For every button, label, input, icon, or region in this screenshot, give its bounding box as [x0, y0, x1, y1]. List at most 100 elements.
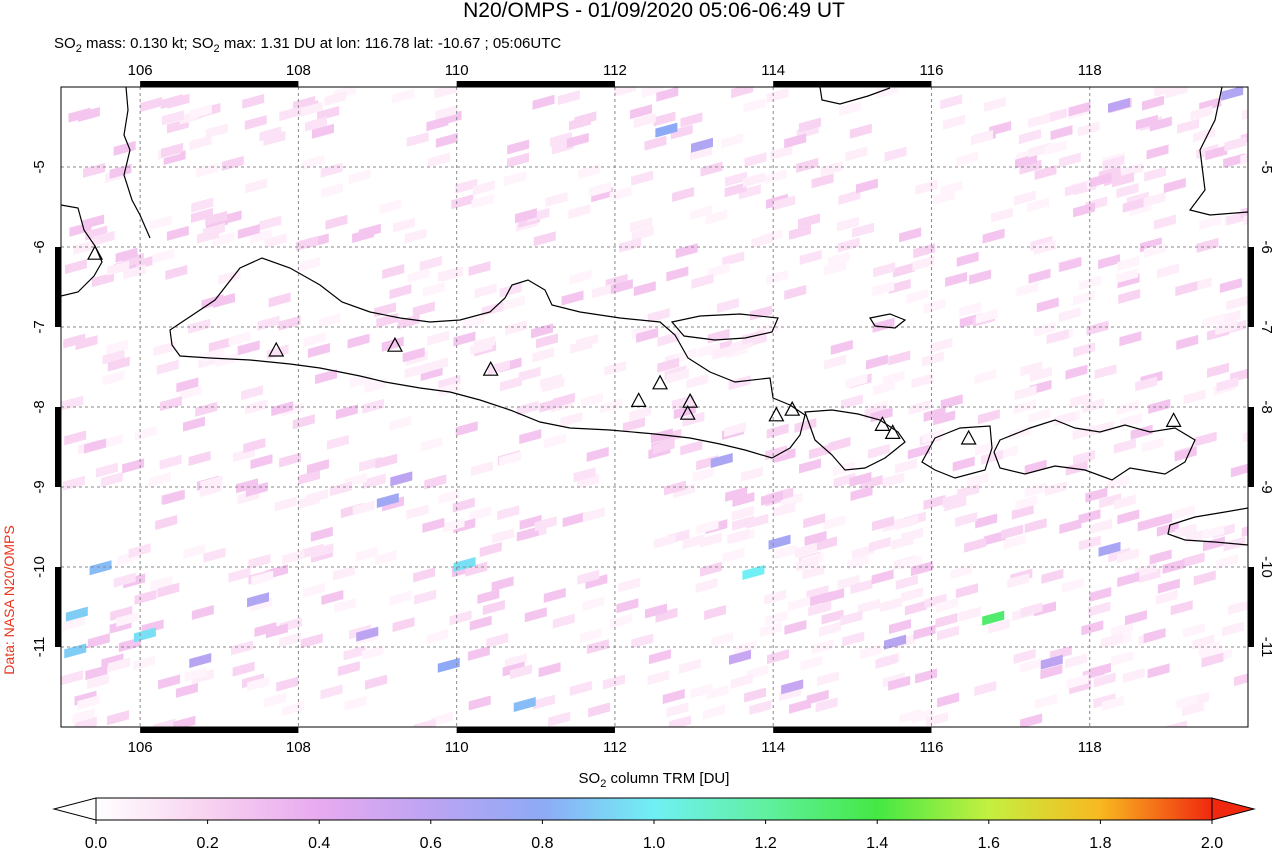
texture-cell — [794, 542, 817, 558]
texture-cell — [577, 473, 600, 489]
texture-cell — [1165, 87, 1188, 99]
texture-cell — [1013, 399, 1036, 415]
texture-cell — [1135, 114, 1158, 130]
texture-cell — [764, 169, 787, 185]
texture-cell — [1116, 399, 1139, 415]
texture-cell — [568, 204, 591, 220]
texture-cell — [1112, 172, 1135, 188]
texture-cell — [766, 649, 789, 665]
texture-cell — [950, 564, 973, 580]
texture-cell — [1162, 558, 1185, 574]
texture-cell — [839, 101, 862, 117]
texture-cell — [434, 87, 457, 99]
texture-cell — [850, 486, 873, 502]
texture-cell — [1141, 95, 1164, 111]
texture-cell — [106, 339, 129, 355]
texture-cell — [1081, 620, 1104, 636]
colorbar-tick-label: 1.4 — [866, 835, 888, 852]
texture-cell — [184, 666, 207, 682]
texture-cell — [797, 213, 820, 229]
texture-cell — [1003, 534, 1026, 550]
colorbar-body — [95, 797, 1213, 821]
texture-cell — [657, 331, 680, 347]
colorbar-tick-label: 1.8 — [1089, 835, 1111, 852]
texture-cell — [633, 281, 656, 297]
texture-cell — [613, 87, 636, 97]
texture-cell — [426, 116, 449, 132]
texture-cell — [102, 349, 125, 365]
texture-cell — [936, 625, 959, 641]
texture-cell — [631, 226, 654, 242]
texture-cell — [884, 146, 907, 162]
texture-cell — [420, 366, 443, 382]
texture-cell — [183, 543, 206, 559]
texture-cell — [837, 574, 860, 590]
so2-pixel — [64, 643, 87, 659]
texture-cell — [1226, 295, 1248, 311]
texture-cell — [426, 357, 449, 373]
texture-cell — [389, 590, 412, 606]
colorbar-tick-label: 0.6 — [420, 835, 442, 852]
texture-cell — [507, 152, 530, 168]
texture-cell — [499, 451, 522, 467]
texture-cell — [133, 655, 156, 671]
texture-cell — [163, 150, 186, 166]
texture-cell — [630, 217, 653, 233]
texture-cell — [759, 621, 782, 637]
texture-cell — [442, 517, 465, 533]
texture-cell — [245, 178, 268, 194]
texture-cell — [95, 462, 118, 478]
texture-cell — [1117, 509, 1140, 525]
texture-cell — [1068, 101, 1091, 117]
texture-cell — [1175, 281, 1198, 297]
texture-cell — [1059, 257, 1082, 273]
texture-cell — [467, 645, 490, 661]
texture-cell — [1156, 263, 1179, 279]
texture-cell — [307, 342, 330, 358]
texture-cell — [375, 453, 398, 469]
texture-cell — [244, 114, 267, 130]
subtitle-sub: 2 — [214, 43, 220, 55]
texture-cell — [656, 87, 679, 102]
texture-cell — [297, 469, 320, 485]
texture-cell — [840, 610, 863, 626]
texture-cell — [166, 225, 189, 241]
texture-cell — [320, 162, 343, 178]
texture-cell — [191, 605, 214, 621]
texture-cell — [404, 228, 427, 244]
coastline — [1188, 87, 1248, 216]
subtitle: SO2 mass: 0.130 kt; SO2 max: 1.31 DU at … — [54, 35, 561, 55]
y-tick-label-left: -10 — [31, 556, 48, 578]
coastline — [169, 257, 806, 459]
texture-cell — [629, 406, 652, 422]
texture-cell — [958, 606, 981, 622]
texture-cell — [1077, 121, 1100, 137]
chart-title: N20/OMPS - 01/09/2020 05:06-06:49 UT — [463, 0, 845, 22]
texture-cell — [1065, 653, 1088, 669]
texture-cell — [1141, 437, 1164, 453]
texture-cell — [872, 281, 895, 297]
texture-cell — [1119, 413, 1142, 429]
texture-cell — [956, 151, 979, 167]
texture-cell — [1113, 494, 1136, 510]
texture-cell — [952, 456, 975, 472]
texture-cell — [1205, 145, 1228, 161]
texture-cell — [1015, 495, 1038, 511]
texture-cell — [1224, 136, 1247, 152]
texture-cell — [706, 684, 729, 700]
texture-cell — [1164, 720, 1187, 727]
texture-cell — [472, 180, 495, 196]
texture-cell — [344, 695, 367, 711]
texture-cell — [868, 536, 891, 552]
texture-cell — [1148, 398, 1171, 414]
texture-cell — [808, 444, 831, 460]
y-tick-label-left: -9 — [31, 480, 48, 493]
texture-cell — [64, 430, 87, 446]
texture-cell — [343, 645, 366, 661]
texture-cell — [670, 124, 693, 140]
texture-cell — [1024, 482, 1047, 498]
texture-cell — [974, 681, 997, 697]
texture-cell — [162, 490, 185, 506]
texture-cell — [784, 619, 807, 635]
texture-cell — [1014, 385, 1037, 401]
